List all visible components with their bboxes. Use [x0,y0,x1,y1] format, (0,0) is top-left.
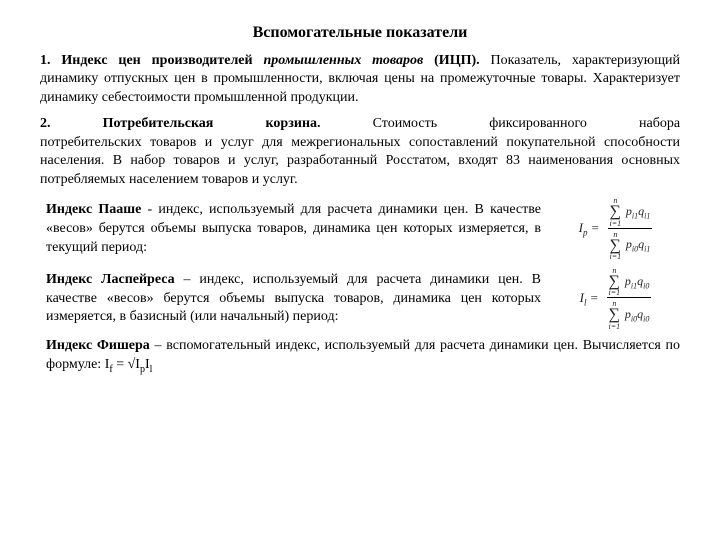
p2-l1b: фиксированного [489,116,587,131]
p2-heading-a: Потребительская [103,116,214,131]
paasche-num-term: pi1qi1 [626,204,650,218]
p2-l1c: набора [639,116,680,131]
sum-lo-4: i=1 [609,323,621,331]
p2-index: 2. [40,116,51,131]
fisher-paragraph: Индекс Фишера – вспомогательный индекс, … [40,337,680,376]
laspeyres-lhs-sub: l [584,298,587,308]
laspeyres-num-term: pi1qi0 [625,274,649,288]
sum-lo-3: i=1 [609,289,621,297]
p1-heading-2: (ИЦП). [434,53,490,68]
p1-index: 1. [40,53,51,68]
p2-body-rest: потребительских товаров и услуг для межр… [40,135,680,187]
p2-l1a: Стоимость [373,116,438,131]
page-title: Вспомогательные показатели [40,24,680,42]
paasche-heading: Индекс Пааше [46,202,141,217]
paasche-lhs-sub: p [583,228,588,238]
sum-lo-2: i=1 [610,253,622,261]
laspeyres-row: Индекс Ласпейреса – индекс, используемый… [40,267,680,331]
laspeyres-den-term: pi0qi0 [625,307,649,321]
fisher-formula: If = √IpIl [105,357,153,372]
paragraph-2: 2. Потребительская корзина. Стоимость фи… [40,115,680,189]
p1-heading-1: Индекс цен производителей [61,53,263,68]
paasche-text: Индекс Пааше - индекс, используемый для … [40,201,541,258]
sum-lo: i=1 [610,220,622,228]
fisher-heading: Индекс Фишера [46,338,150,353]
paasche-den-term: pi0qi1 [626,237,650,251]
p2-heading-b: корзина. [265,116,320,131]
p1-heading-italic: промышленных товаров [263,53,434,68]
laspeyres-text: Индекс Ласпейреса – индекс, используемый… [40,271,541,328]
paasche-row: Индекс Пааше - индекс, используемый для … [40,197,680,261]
paasche-formula: Ip = n∑i=1 pi1qi1 n∑i=1 pi0qi1 [551,197,680,261]
laspeyres-formula: Il = n∑i=1 pi1qi0 n∑i=1 pi0qi0 [551,267,680,331]
laspeyres-heading: Индекс Ласпейреса [46,272,175,287]
paragraph-1: 1. Индекс цен производителей промышленны… [40,52,680,107]
